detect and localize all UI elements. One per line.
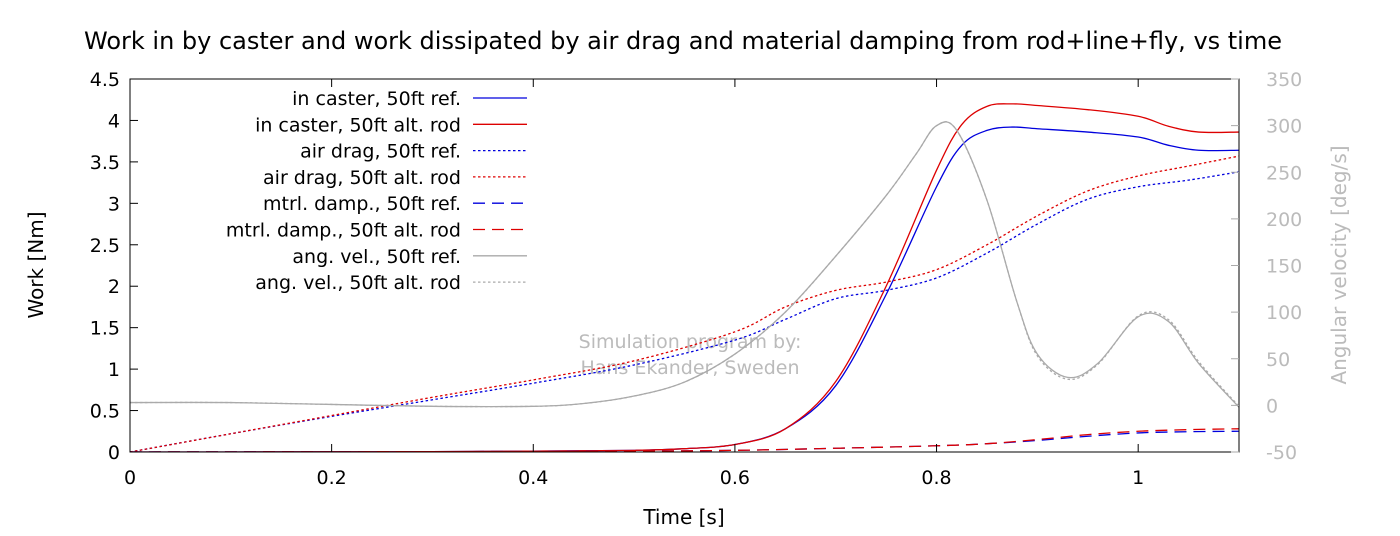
y2-tick-label: 100 — [1266, 302, 1302, 324]
y-tick-label: 3 — [108, 193, 120, 215]
y2-tick-label: 0 — [1266, 395, 1278, 417]
legend-label: mtrl. damp., 50ft ref. — [263, 193, 461, 215]
legend-label: in caster, 50ft ref. — [292, 88, 461, 110]
watermark-line-2: Hans Ekander, Sweden — [581, 357, 800, 379]
y-tick-label: 1 — [108, 359, 120, 381]
series-line-4 — [130, 155, 1239, 452]
ticks-layer: 0 0.2 0.4 0.6 0.8 1 0 0.5 1 1.5 2 2.5 3 3.5 4 4.5 -50 0 50… — [90, 69, 1302, 489]
y-tick-label: 1.5 — [90, 318, 120, 340]
y-tick-label: 0 — [108, 442, 120, 464]
legend: in caster, 50ft ref. in caster, 50ft alt.… — [226, 88, 527, 294]
y-tick-label: 4 — [108, 110, 120, 132]
legend-label: mtrl. damp., 50ft alt. rod — [226, 220, 461, 242]
legend-label: in caster, 50ft alt. rod — [255, 114, 461, 136]
y-tick-label: 0.5 — [90, 401, 120, 423]
series-line-3 — [130, 171, 1239, 452]
x-tick-label: 0.6 — [720, 467, 750, 489]
y2-tick-label: 350 — [1266, 69, 1302, 91]
y-tick-label: 3.5 — [90, 152, 120, 174]
y2-axis-label: Angular velocity [deg/s] — [1327, 145, 1351, 384]
y2-tick-label: 300 — [1266, 116, 1302, 138]
legend-label: air drag, 50ft ref. — [300, 141, 461, 163]
y2-tick-label: -50 — [1266, 442, 1297, 464]
y2-tick-label: 150 — [1266, 256, 1302, 278]
y-tick-label: 2.5 — [90, 235, 120, 257]
x-tick-label: 0.4 — [518, 467, 548, 489]
y2-tick-label: 50 — [1266, 349, 1290, 371]
x-axis-label: Time [s] — [642, 505, 724, 529]
watermark: Simulation program by: Hans Ekander, Swe… — [579, 331, 802, 379]
y2-tick-label: 250 — [1266, 162, 1302, 184]
legend-label: ang. vel., 50ft alt. rod — [255, 272, 461, 294]
y-tick-label: 4.5 — [90, 69, 120, 91]
watermark-line-1: Simulation program by: — [579, 331, 802, 353]
y2-tick-label: 200 — [1266, 209, 1302, 231]
y-axis-label: Work [Nm] — [24, 211, 48, 318]
legend-label: air drag, 50ft alt. rod — [263, 167, 461, 189]
x-tick-label: 0.2 — [317, 467, 347, 489]
y-tick-label: 2 — [108, 276, 120, 298]
chart-title: Work in by caster and work dissipated by… — [84, 27, 1282, 55]
x-tick-label: 1 — [1132, 467, 1144, 489]
x-tick-label: 0 — [124, 467, 136, 489]
x-tick-label: 0.8 — [921, 467, 951, 489]
legend-label: ang. vel., 50ft ref. — [292, 246, 461, 268]
